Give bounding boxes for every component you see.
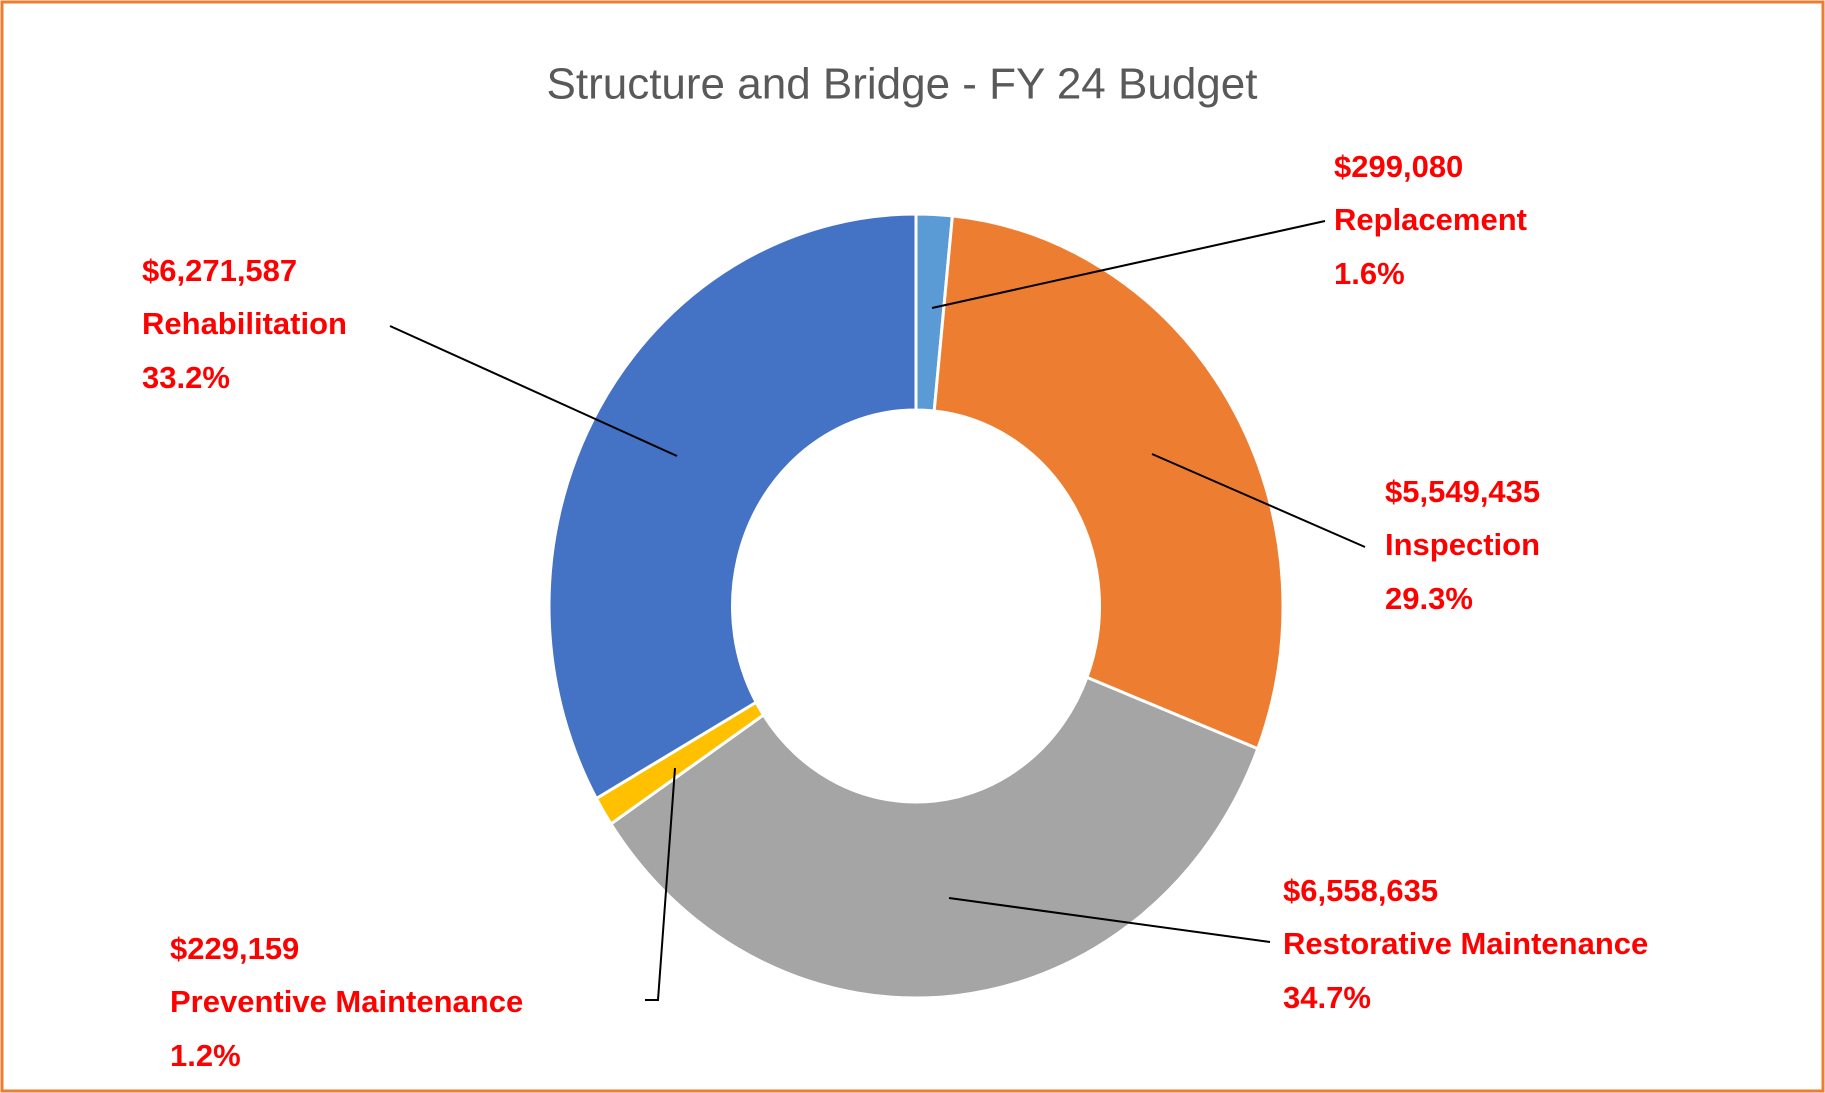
data-label-value: $6,558,635 bbox=[1283, 873, 1438, 908]
data-label-percent: 34.7% bbox=[1283, 980, 1371, 1015]
data-label-percent: 29.3% bbox=[1385, 581, 1473, 616]
data-label-value: $5,549,435 bbox=[1385, 474, 1540, 509]
data-label-percent: 1.2% bbox=[170, 1038, 241, 1073]
data-label-category: Inspection bbox=[1385, 527, 1540, 562]
data-label-value: $229,159 bbox=[170, 931, 299, 966]
data-label-percent: 1.6% bbox=[1334, 256, 1405, 291]
data-label-category: Replacement bbox=[1334, 202, 1527, 237]
data-label-value: $299,080 bbox=[1334, 149, 1463, 184]
data-label-category: Rehabilitation bbox=[142, 306, 347, 341]
data-label-category: Restorative Maintenance bbox=[1283, 926, 1648, 961]
leader-line bbox=[645, 767, 676, 1001]
leader-line bbox=[389, 325, 678, 457]
donut-slice bbox=[932, 214, 1285, 751]
data-label-percent: 33.2% bbox=[142, 360, 230, 395]
leader-line bbox=[948, 897, 1271, 943]
data-label-category: Preventive Maintenance bbox=[170, 984, 523, 1019]
chart-title: Structure and Bridge - FY 24 Budget bbox=[547, 60, 1258, 109]
donut-slice bbox=[547, 212, 918, 801]
data-label-value: $6,271,587 bbox=[142, 253, 297, 288]
leader-line bbox=[931, 220, 1326, 309]
leader-line bbox=[1151, 453, 1366, 548]
